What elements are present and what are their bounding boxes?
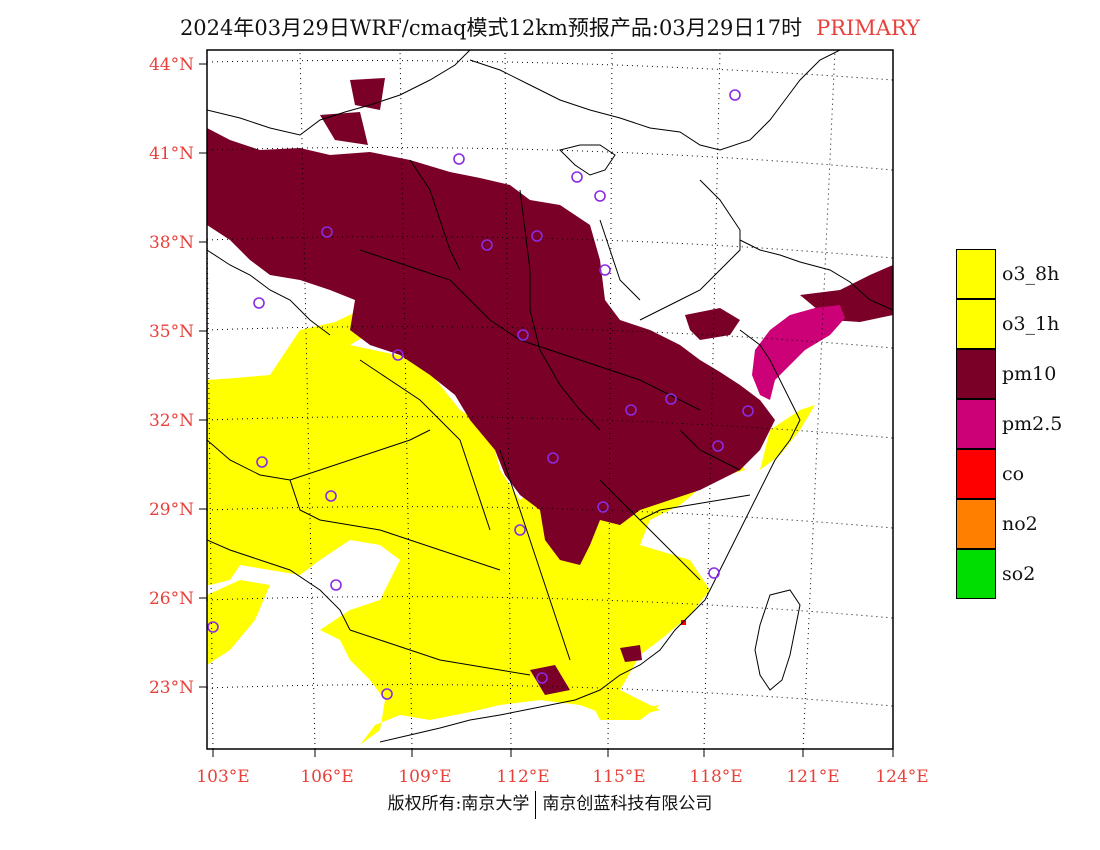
legend-label: o3_8h [1002, 263, 1060, 285]
title-primary-tag: PRIMARY [816, 16, 921, 40]
station-marker [481, 239, 493, 251]
lat-label: 41°N [149, 144, 194, 164]
station-marker [729, 89, 741, 101]
lon-label: 115°E [592, 767, 645, 787]
legend-swatch [956, 249, 996, 299]
lat-label: 23°N [149, 678, 194, 698]
legend-label: pm2.5 [1002, 413, 1063, 435]
station-marker [594, 190, 606, 202]
lon-label: 112°E [496, 767, 549, 787]
legend-swatch [956, 398, 996, 449]
station-marker [330, 579, 342, 591]
copyright-footer: 版权所有:南京大学 南京创蓝科技有限公司 [0, 789, 1100, 819]
legend-item-pm10: pm10 [956, 348, 1062, 399]
lat-label: 29°N [149, 500, 194, 520]
legend-swatch [956, 498, 996, 549]
footer-divider [535, 790, 537, 819]
lat-label: 26°N [149, 589, 194, 609]
latitude-axis: 44°N 41°N 38°N 35°N 32°N 29°N 26°N 23°N [149, 55, 207, 698]
station-marker [547, 452, 559, 464]
station-marker [712, 440, 724, 452]
legend-item-co: co [956, 448, 1062, 499]
station-marker [321, 226, 333, 238]
map-title: 2024年03月29日WRF/cmaq模式12km预报产品:03月29日17时 P… [0, 12, 1100, 42]
lon-label: 121°E [786, 767, 839, 787]
legend-swatch [956, 298, 996, 349]
lon-label: 118°E [689, 767, 742, 787]
station-marker [325, 490, 337, 502]
station-marker [708, 567, 720, 579]
station-marker [742, 405, 754, 417]
station-marker [392, 349, 404, 361]
station-marker [597, 501, 609, 513]
copyright-left: 版权所有:南京大学 [387, 794, 530, 814]
legend-label: no2 [1002, 513, 1038, 535]
legend-label: so2 [1002, 563, 1036, 585]
legend-item-o3-1h: o3_1h [956, 298, 1062, 349]
boundary-lines [207, 50, 893, 743]
legend-label: pm10 [1002, 363, 1057, 385]
lat-label: 35°N [149, 322, 194, 342]
lon-label: 124°E [875, 767, 928, 787]
lat-label: 32°N [149, 411, 194, 431]
station-marker [514, 524, 526, 536]
station-marker [381, 688, 393, 700]
station-marker [536, 672, 548, 684]
station-marker [207, 621, 219, 633]
station-marker [665, 393, 677, 405]
title-main: 2024年03月29日WRF/cmaq模式12km预报产品:03月29日17时 [179, 16, 803, 40]
legend-item-pm25: pm2.5 [956, 398, 1063, 449]
longitude-axis: 103°E 106°E 109°E 112°E 115°E 118°E 121°… [196, 749, 929, 787]
lon-label: 106°E [300, 767, 353, 787]
o3-region [207, 310, 815, 745]
map-frame [206, 49, 894, 750]
station-markers [207, 89, 754, 700]
lat-label: 38°N [149, 233, 194, 253]
station-marker [453, 153, 465, 165]
legend-label: co [1002, 463, 1025, 485]
legend-item-o3-8h: o3_8h [956, 249, 1062, 299]
station-marker [531, 230, 543, 242]
pollutant-legend: o3_8h o3_1h pm10 pm2.5 co no2 so2 [956, 249, 1062, 599]
legend-swatch [956, 448, 996, 499]
legend-swatch [956, 548, 996, 599]
station-marker [256, 456, 268, 468]
station-marker [625, 404, 637, 416]
station-marker [571, 171, 583, 183]
co-spot [681, 620, 686, 625]
lat-label: 44°N [149, 55, 194, 75]
station-marker [517, 329, 529, 341]
station-marker [599, 264, 611, 276]
station-marker [253, 297, 265, 309]
copyright-right: 南京创蓝科技有限公司 [542, 794, 713, 814]
legend-label: o3_1h [1002, 313, 1060, 335]
lon-label: 103°E [196, 767, 249, 787]
legend-item-so2: so2 [956, 548, 1062, 599]
legend-item-no2: no2 [956, 498, 1062, 549]
lon-label: 109°E [398, 767, 451, 787]
legend-swatch [956, 348, 996, 399]
